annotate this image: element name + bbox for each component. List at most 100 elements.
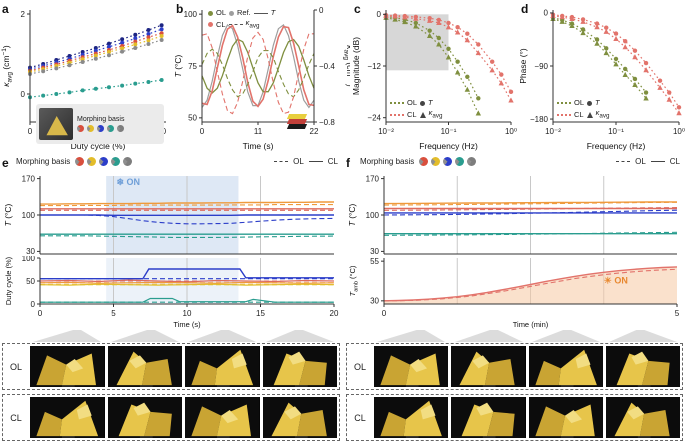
panel-label-f: f (346, 156, 350, 170)
svg-text:T (°C): T (°C) (3, 203, 13, 226)
svg-text:55: 55 (370, 257, 379, 266)
svg-text:20: 20 (330, 309, 339, 318)
svg-text:30: 30 (26, 247, 35, 256)
svg-text:κavg (cm−1): κavg (cm−1) (343, 45, 351, 87)
svg-text:15: 15 (256, 309, 265, 318)
morphing-basis-icons (77, 125, 124, 132)
morphing-basis-icons (419, 157, 477, 166)
svg-text:−0.8: −0.8 (319, 118, 335, 127)
photo-row-label-cl: CL (354, 412, 366, 423)
photo-f-ol-1 (374, 346, 449, 387)
svg-text:100: 100 (184, 10, 198, 19)
svg-text:100: 100 (366, 211, 380, 220)
panel-label-e: e (2, 156, 9, 170)
cl-solid-line-icon (650, 161, 665, 162)
morphing-basis-icon-red (77, 125, 84, 132)
panel-e-legend: Morphing basis OL CL (16, 157, 338, 166)
svg-text:Frequency (Hz): Frequency (Hz) (419, 141, 478, 151)
panel-label-b: b (176, 2, 184, 16)
svg-text:−180: −180 (530, 115, 549, 124)
photo-f-cl-1 (374, 397, 449, 438)
morphing-basis-icon-gray (123, 157, 133, 166)
svg-text:0: 0 (31, 300, 36, 309)
svg-text:−12: −12 (367, 62, 381, 71)
svg-text:Time (s): Time (s) (173, 320, 201, 329)
chart-d: 10⁻² 10⁻¹ 10⁰ 0 −90 −180 Frequency (Hz) Phase (… (518, 9, 685, 151)
gold-shape (46, 116, 68, 136)
ref-dot-icon (229, 10, 235, 16)
svg-text:10⁻¹: 10⁻¹ (441, 127, 457, 136)
legend-c-k-label: κavg (428, 108, 443, 120)
svg-text:50: 50 (188, 114, 197, 123)
photo-e-cl-2 (107, 397, 182, 438)
legend-b-ol-label: OL (216, 8, 227, 17)
svg-text:Magnitude (dB): Magnitude (dB) (351, 37, 361, 95)
svg-text:22: 22 (310, 127, 319, 136)
svg-text:5: 5 (111, 309, 116, 318)
svg-text:−24: −24 (367, 113, 381, 122)
svg-text:170: 170 (22, 174, 36, 183)
photo-f-ol-4 (605, 346, 680, 387)
chart-c: 10⁻² 10⁻¹ 10⁰ 0 −12 −24 Frequency (Hz) Magnitud… (351, 10, 517, 151)
morphing-basis-icons (75, 157, 133, 166)
svg-text:0: 0 (28, 127, 33, 136)
cl-dotted-line-icon (390, 113, 404, 116)
legend-b-t-label: T (270, 8, 276, 17)
callout-wedges-f (377, 330, 677, 342)
dashed-line-icon (228, 24, 243, 26)
triangle-marker-icon (419, 111, 426, 118)
photo-e-cl-4 (262, 397, 337, 438)
svg-text:30: 30 (370, 247, 379, 256)
photo-f-cl-3 (528, 397, 603, 438)
chart-f-temperature: 30 100 170 T (°C) (347, 174, 678, 256)
legend-c-cl-label: CL (407, 109, 417, 119)
svg-text:10⁻²: 10⁻² (378, 127, 394, 136)
triangle-marker-icon (586, 111, 593, 118)
legend-f-cl-label: CL (669, 157, 680, 166)
photo-row-f-cl: CL (346, 394, 683, 441)
svg-text:0: 0 (382, 309, 387, 318)
svg-text:0: 0 (544, 9, 549, 18)
svg-text:Frequency (Hz): Frequency (Hz) (587, 141, 646, 151)
morphing-basis-icon-teal (107, 125, 114, 132)
panel-f-legend: Morphing basis OL CL (360, 157, 680, 166)
ol-dashed-line-icon (274, 161, 289, 162)
svg-text:Time (min): Time (min) (513, 320, 549, 329)
legend-b: OL Ref. T CL κavg (208, 8, 275, 32)
morphing-basis-label: Morphing basis (360, 157, 415, 166)
photo-e-ol-3 (185, 346, 260, 387)
legend-b-ref-label: Ref. (237, 8, 251, 17)
photo-e-ol-4 (262, 346, 337, 387)
svg-text:75: 75 (188, 62, 197, 71)
svg-text:−0.4: −0.4 (319, 62, 335, 71)
svg-text:0: 0 (38, 309, 43, 318)
svg-text:50: 50 (26, 277, 35, 286)
panel-label-d: d (521, 2, 529, 16)
svg-text:10⁻¹: 10⁻¹ (608, 127, 624, 136)
circle-marker-icon (587, 100, 593, 106)
svg-text:0: 0 (319, 6, 324, 15)
legend-d-t-label: T (595, 98, 600, 107)
photo-f-cl-2 (451, 397, 526, 438)
photo-row-e-ol: OL (2, 343, 340, 390)
morphing-basis-label: Morphing basis (16, 157, 71, 166)
svg-text:Duty cycle (%): Duty cycle (%) (71, 141, 126, 151)
photo-f-cl-4 (605, 397, 680, 438)
legend-c-t-label: T (428, 98, 433, 107)
morphing-basis-icon-red (75, 157, 85, 166)
chart-e-dutycycle: 0 5 10 15 20 0 50 100 Time (s) Duty cycle (%) (4, 256, 339, 329)
svg-text:☀ ON: ☀ ON (604, 275, 628, 285)
svg-text:Duty cycle (%): Duty cycle (%) (4, 256, 13, 305)
svg-text:T (°C): T (°C) (347, 203, 357, 226)
svg-text:5: 5 (675, 309, 680, 318)
solid-line-icon (253, 12, 268, 14)
svg-text:Tamb (°C): Tamb (°C) (348, 265, 360, 296)
photo-row-e-cl: CL (2, 394, 340, 441)
svg-text:0: 0 (200, 127, 205, 136)
svg-text:T (°C): T (°C) (173, 54, 183, 77)
svg-text:100: 100 (22, 211, 36, 220)
svg-text:11: 11 (254, 127, 263, 136)
legend-d-cl-label: CL (574, 109, 584, 119)
legend-d: OL T CL κavg (557, 98, 609, 122)
